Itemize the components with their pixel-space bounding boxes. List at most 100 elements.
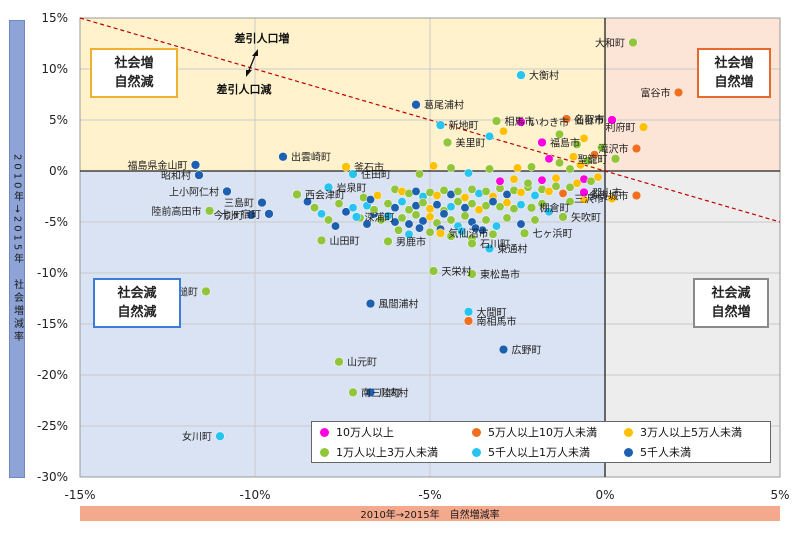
- data-point: [499, 126, 508, 136]
- point-label: 深浦町: [365, 211, 395, 224]
- point-label: 山元町: [347, 357, 377, 369]
- data-point: [425, 227, 435, 237]
- data-point: [369, 205, 379, 215]
- data-point: [383, 211, 393, 221]
- point-label: 聖籠町: [578, 153, 608, 166]
- point-label: 今別町: [214, 209, 244, 222]
- point-label: 天栄村: [442, 265, 472, 278]
- data-point: [631, 190, 642, 201]
- data-point: [425, 212, 435, 222]
- break-even-line: [79, 17, 781, 223]
- data-points: [190, 37, 684, 441]
- y-tick-label: -20%: [37, 368, 68, 382]
- x-tick-label: -5%: [418, 488, 441, 502]
- data-point: [558, 188, 568, 198]
- data-point: [334, 357, 344, 367]
- legend-label: 5千人以上1万人未満: [488, 446, 590, 459]
- point-label: 川内村: [379, 386, 409, 399]
- x-axis-label-box: 2010年→2015年 自然増減率: [80, 506, 780, 521]
- y-tick-label: 15%: [41, 11, 68, 25]
- legend-item: 5千人未満: [616, 442, 768, 462]
- data-point: [411, 100, 421, 110]
- legend-item: 3万人以上5万人未満: [616, 422, 768, 442]
- data-point: [523, 178, 533, 188]
- legend-marker: [472, 427, 481, 437]
- data-point: [551, 181, 561, 191]
- point-label: 釜石市: [354, 161, 384, 174]
- data-point: [544, 186, 554, 196]
- data-point: [432, 191, 442, 200]
- data-point: [453, 186, 463, 196]
- legend-marker: [624, 427, 633, 437]
- point-label: 住田町: [361, 168, 391, 181]
- data-point: [526, 203, 537, 213]
- data-point: [446, 202, 456, 212]
- data-point: [530, 215, 540, 225]
- data-point: [317, 209, 326, 219]
- data-point: [201, 286, 211, 297]
- point-label: 矢吹町: [571, 211, 601, 224]
- legend: 10万人以上 5万人以上10万人未満 3万人以上5万人未満 1万人以上3万人未満 5千人…: [311, 421, 771, 463]
- data-point: [204, 206, 215, 216]
- data-point: [631, 143, 642, 154]
- point-label: 滝沢市: [599, 143, 629, 156]
- data-point: [404, 229, 414, 239]
- data-point: [351, 212, 362, 222]
- break-even-line: [79, 17, 781, 223]
- point-label: 郡山市: [592, 186, 622, 199]
- x-axis-label: 2010年→2015年 自然増減率: [360, 510, 500, 521]
- data-point: [292, 189, 302, 200]
- data-point: [516, 219, 526, 229]
- data-point: [341, 162, 351, 172]
- legend-label: 1万人以上3万人未満: [336, 446, 438, 459]
- data-point: [502, 213, 512, 223]
- point-label: 山田町: [330, 235, 360, 247]
- data-point: [579, 187, 589, 198]
- point-label: 富谷市: [641, 86, 671, 99]
- data-point: [481, 186, 491, 196]
- data-point: [264, 209, 274, 219]
- quadrant-label-bottom-right: 社会減 自然増: [693, 278, 769, 328]
- y-axis-label: 2010年→2015年 社会増減率: [11, 153, 23, 345]
- point-label: 南三陸町: [361, 386, 401, 399]
- legend-marker: [472, 447, 481, 457]
- point-label: 女川町: [182, 430, 212, 443]
- plot-border: [79, 17, 781, 478]
- data-point: [404, 219, 414, 229]
- quadrant-label-top-left: 社会増 自然減: [90, 48, 178, 98]
- point-label: 新地町: [449, 119, 479, 132]
- legend-marker: [320, 427, 329, 437]
- data-point: [397, 213, 407, 223]
- y-tick-label: 5%: [49, 113, 68, 127]
- point-label: 石川町: [480, 239, 510, 250]
- point-label: 福島市: [550, 136, 580, 149]
- point-label: 東通村: [498, 243, 528, 256]
- y-tick-label: 10%: [41, 62, 68, 76]
- data-point: [593, 172, 603, 182]
- data-point: [544, 207, 554, 217]
- point-label: 大衡村: [529, 69, 559, 82]
- data-point: [516, 200, 526, 210]
- data-point: [516, 117, 526, 127]
- data-point: [446, 163, 456, 173]
- data-point: [537, 199, 547, 209]
- annotation-arrowhead-up: [252, 49, 258, 56]
- data-point: [411, 186, 421, 196]
- point-label: 相馬市: [505, 115, 535, 128]
- tick-labels: 15% 10% 5% 0% -5% -10% -15% -20% -25% -30% -15% -10…: [37, 11, 790, 502]
- data-point: [569, 152, 578, 162]
- y-tick-label: -5%: [45, 215, 68, 229]
- data-point: [492, 221, 501, 231]
- data-point: [428, 266, 439, 276]
- data-point: [467, 269, 477, 279]
- data-point: [558, 212, 568, 222]
- data-point: [411, 210, 421, 220]
- data-point: [257, 197, 267, 208]
- data-point: [488, 229, 498, 239]
- data-point: [404, 205, 414, 215]
- data-point: [467, 199, 477, 209]
- point-label: 三沢市: [574, 193, 604, 206]
- data-point: [579, 133, 589, 143]
- data-point: [485, 131, 494, 141]
- data-point: [516, 187, 526, 197]
